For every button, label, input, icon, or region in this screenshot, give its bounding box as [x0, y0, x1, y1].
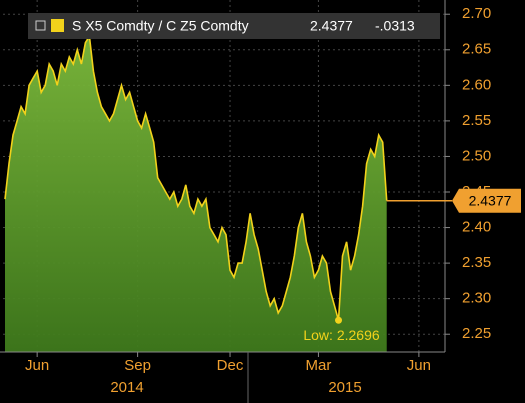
y-tick-label: 2.70 [462, 5, 491, 22]
legend-change: -.0313 [375, 18, 415, 34]
plot [4, 33, 388, 353]
x-tick-label: Jun [407, 357, 431, 374]
low-label: Low: 2.2696 [303, 327, 379, 343]
legend: S X5 Comdty / C Z5 Comdty 2.4377 -.0313 [28, 13, 440, 39]
y-tick-label: 2.30 [462, 290, 491, 307]
x-tick-label: Dec [217, 357, 244, 374]
x-tick-label: Jun [25, 357, 49, 374]
low-marker [335, 316, 343, 324]
legend-swatch [51, 19, 64, 32]
y-tick-label: 2.60 [462, 76, 491, 93]
legend-last: 2.4377 [310, 18, 353, 34]
y-tick-label: 2.50 [462, 147, 491, 164]
legend-box [28, 13, 440, 39]
line [4, 33, 388, 321]
year-label: 2015 [328, 379, 361, 396]
legend-toggle[interactable] [35, 20, 46, 31]
y-tick-label: 2.65 [462, 41, 491, 58]
y-tick-label: 2.35 [462, 254, 491, 271]
x-tick-label: Mar [306, 357, 332, 374]
x-tick-label: Sep [124, 357, 151, 374]
last-price-tag [452, 188, 521, 213]
y-tick-label: 2.25 [462, 325, 491, 342]
year-label: 2014 [110, 379, 143, 396]
legend-name: S X5 Comdty / C Z5 Comdty [72, 18, 249, 34]
y-tick-label: 2.55 [462, 112, 491, 129]
last-price-label: 2.4377 [469, 192, 512, 208]
y-tick-label: 2.40 [462, 219, 491, 236]
